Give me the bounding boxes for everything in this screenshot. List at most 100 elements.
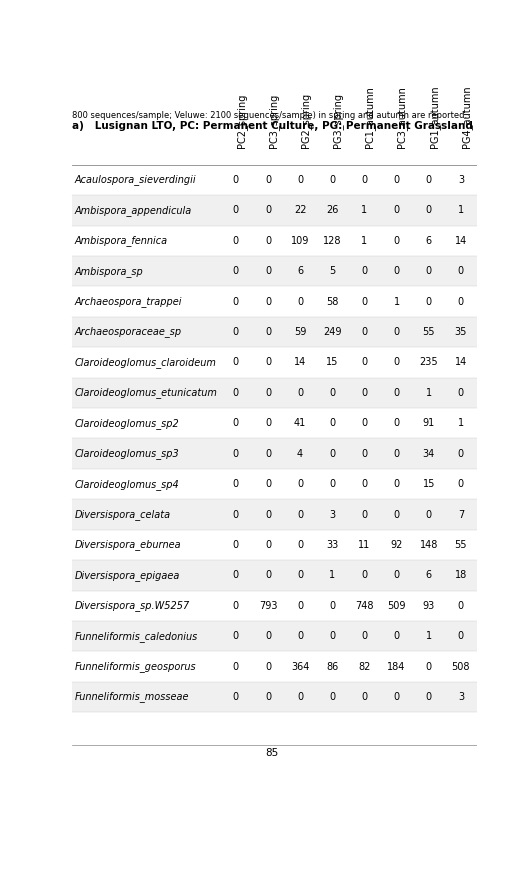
Text: 5: 5 bbox=[329, 266, 335, 276]
Text: 0: 0 bbox=[329, 388, 335, 398]
Text: 0: 0 bbox=[297, 388, 303, 398]
Text: 7: 7 bbox=[458, 510, 464, 519]
Text: 0: 0 bbox=[329, 449, 335, 459]
Text: 1: 1 bbox=[361, 235, 367, 246]
Text: 0: 0 bbox=[361, 632, 367, 641]
Text: 35: 35 bbox=[455, 327, 467, 337]
Text: PG4_autumn: PG4_autumn bbox=[461, 86, 472, 148]
Text: PC1_autumn: PC1_autumn bbox=[365, 86, 375, 148]
Text: 1: 1 bbox=[458, 418, 464, 429]
Text: Claroideoglomus_sp3: Claroideoglomus_sp3 bbox=[75, 448, 180, 460]
Text: Funneliformis_mosseae: Funneliformis_mosseae bbox=[75, 691, 189, 702]
Text: 3: 3 bbox=[458, 692, 464, 702]
Text: 0: 0 bbox=[265, 175, 271, 185]
Text: 0: 0 bbox=[394, 206, 400, 215]
Text: 184: 184 bbox=[387, 662, 406, 671]
Text: Diversispora_celata: Diversispora_celata bbox=[75, 509, 171, 520]
Text: 0: 0 bbox=[233, 510, 239, 519]
Text: 0: 0 bbox=[265, 235, 271, 246]
Text: 0: 0 bbox=[426, 206, 432, 215]
Text: PC3_autumn: PC3_autumn bbox=[396, 86, 408, 148]
Text: 0: 0 bbox=[394, 357, 400, 368]
Text: 86: 86 bbox=[326, 662, 338, 671]
Text: PG2_spring: PG2_spring bbox=[300, 93, 311, 148]
Text: 0: 0 bbox=[297, 296, 303, 307]
Text: 0: 0 bbox=[394, 510, 400, 519]
Text: 0: 0 bbox=[394, 449, 400, 459]
Text: 0: 0 bbox=[394, 388, 400, 398]
Text: PC2_spring: PC2_spring bbox=[236, 93, 246, 148]
Text: 0: 0 bbox=[265, 571, 271, 580]
Bar bbox=[73, 377, 477, 408]
Text: 0: 0 bbox=[361, 479, 367, 490]
Text: 41: 41 bbox=[294, 418, 306, 429]
Text: 0: 0 bbox=[265, 206, 271, 215]
Text: 0: 0 bbox=[426, 662, 432, 671]
Text: 22: 22 bbox=[294, 206, 306, 215]
Text: 109: 109 bbox=[291, 235, 310, 246]
Text: 0: 0 bbox=[394, 571, 400, 580]
Text: 14: 14 bbox=[294, 357, 306, 368]
Text: 59: 59 bbox=[294, 327, 306, 337]
Text: 0: 0 bbox=[297, 510, 303, 519]
Bar bbox=[73, 317, 477, 348]
Text: 1: 1 bbox=[426, 632, 432, 641]
Text: 0: 0 bbox=[265, 327, 271, 337]
Text: Diversispora_sp.W5257: Diversispora_sp.W5257 bbox=[75, 601, 190, 611]
Text: 0: 0 bbox=[394, 479, 400, 490]
Text: Ambispora_sp: Ambispora_sp bbox=[75, 265, 144, 277]
Text: 0: 0 bbox=[329, 601, 335, 610]
Text: 93: 93 bbox=[422, 601, 435, 610]
Text: 0: 0 bbox=[361, 266, 367, 276]
Text: Archaeosporaceae_sp: Archaeosporaceae_sp bbox=[75, 326, 182, 338]
Text: 1: 1 bbox=[361, 206, 367, 215]
Text: 85: 85 bbox=[265, 748, 278, 758]
Text: 0: 0 bbox=[265, 632, 271, 641]
Text: 0: 0 bbox=[265, 540, 271, 550]
Text: 0: 0 bbox=[233, 571, 239, 580]
Text: 0: 0 bbox=[265, 662, 271, 671]
Text: 0: 0 bbox=[458, 266, 464, 276]
Text: 0: 0 bbox=[361, 296, 367, 307]
Text: PC3_spring: PC3_spring bbox=[268, 93, 279, 148]
Text: 0: 0 bbox=[233, 206, 239, 215]
Text: 0: 0 bbox=[458, 296, 464, 307]
Text: Acaulospora_sieverdingii: Acaulospora_sieverdingii bbox=[75, 175, 197, 185]
Text: 33: 33 bbox=[326, 540, 338, 550]
Text: 0: 0 bbox=[233, 540, 239, 550]
Text: 3: 3 bbox=[458, 175, 464, 185]
Text: 3: 3 bbox=[329, 510, 335, 519]
Text: 6: 6 bbox=[297, 266, 303, 276]
Text: 0: 0 bbox=[329, 175, 335, 185]
Text: 0: 0 bbox=[233, 296, 239, 307]
Text: 0: 0 bbox=[361, 692, 367, 702]
Text: PG1_autumn: PG1_autumn bbox=[429, 86, 440, 148]
Text: 508: 508 bbox=[452, 662, 470, 671]
Text: 0: 0 bbox=[361, 571, 367, 580]
Text: 509: 509 bbox=[387, 601, 406, 610]
Text: 0: 0 bbox=[361, 449, 367, 459]
Text: 4: 4 bbox=[297, 449, 303, 459]
Text: 0: 0 bbox=[297, 632, 303, 641]
Text: 0: 0 bbox=[394, 327, 400, 337]
Text: 0: 0 bbox=[361, 388, 367, 398]
Text: 0: 0 bbox=[233, 175, 239, 185]
Text: 15: 15 bbox=[326, 357, 339, 368]
Text: 0: 0 bbox=[361, 510, 367, 519]
Bar bbox=[73, 438, 477, 469]
Text: 0: 0 bbox=[458, 449, 464, 459]
Text: 0: 0 bbox=[394, 235, 400, 246]
Text: 0: 0 bbox=[233, 357, 239, 368]
Text: 364: 364 bbox=[291, 662, 310, 671]
Text: 0: 0 bbox=[394, 692, 400, 702]
Text: 0: 0 bbox=[233, 692, 239, 702]
Text: Funneliformis_geosporus: Funneliformis_geosporus bbox=[75, 662, 197, 672]
Text: 0: 0 bbox=[458, 479, 464, 490]
Text: 0: 0 bbox=[361, 175, 367, 185]
Text: 0: 0 bbox=[426, 175, 432, 185]
Text: 0: 0 bbox=[426, 266, 432, 276]
Text: 0: 0 bbox=[297, 540, 303, 550]
Text: 0: 0 bbox=[233, 662, 239, 671]
Text: 14: 14 bbox=[455, 235, 467, 246]
Text: 0: 0 bbox=[458, 632, 464, 641]
